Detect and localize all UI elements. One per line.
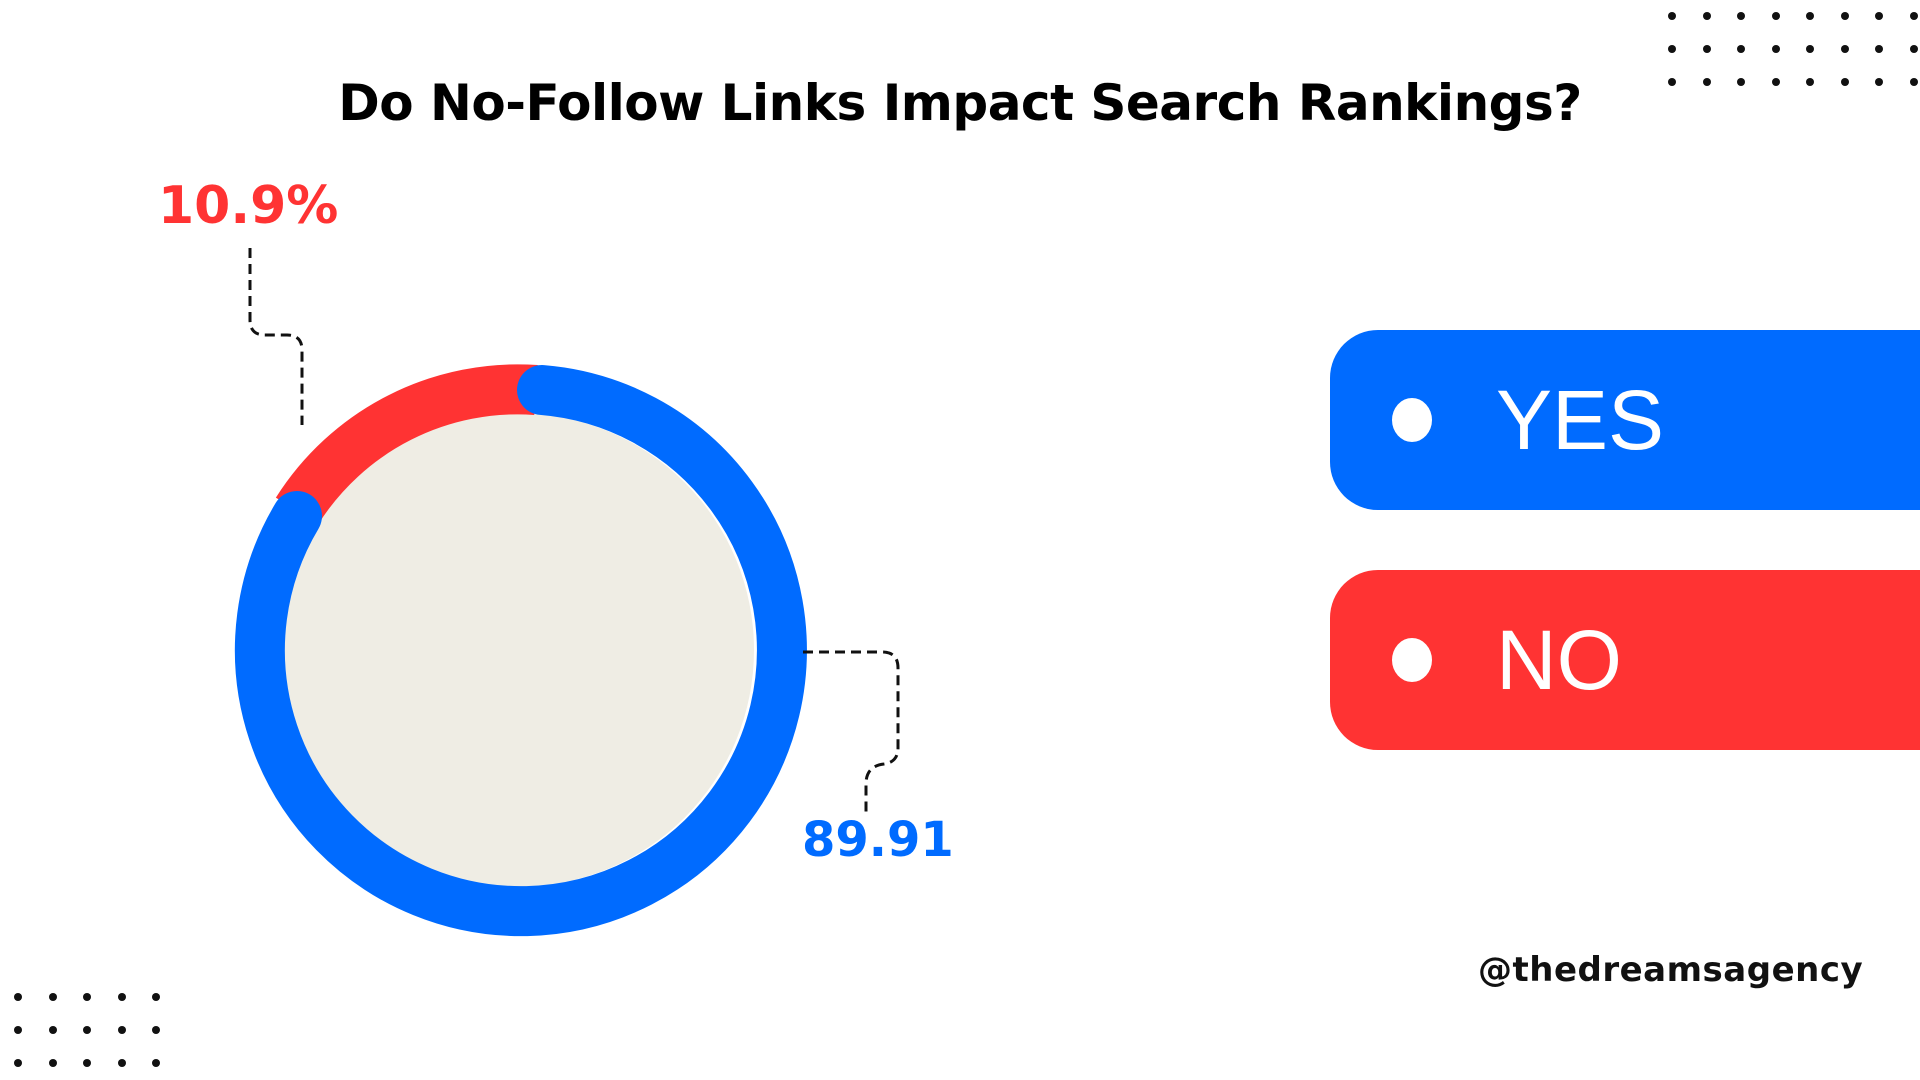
value-label-no: 10.9%	[158, 176, 339, 236]
donut-segment-yes	[234, 365, 807, 937]
donut-segment-no	[275, 364, 538, 525]
legend-label-no: NO	[1496, 612, 1622, 707]
value-label-yes: 89.91	[802, 812, 954, 868]
donut-center	[280, 413, 754, 887]
social-handle: @thedreamsagency	[1478, 950, 1864, 990]
legend-item-yes: YES	[1330, 330, 1920, 510]
legend-item-no: NO	[1330, 570, 1920, 750]
chart-title: Do No-Follow Links Impact Search Ranking…	[338, 74, 1582, 132]
bullet-dot-icon	[1392, 638, 1432, 682]
legend-label-yes: YES	[1496, 372, 1665, 467]
decorative-dot-grid-bottom	[14, 993, 160, 1067]
connector-no	[248, 248, 304, 425]
decorative-dot-grid-top	[1668, 12, 1918, 86]
bullet-dot-icon	[1392, 398, 1432, 442]
connector-yes	[803, 650, 900, 812]
